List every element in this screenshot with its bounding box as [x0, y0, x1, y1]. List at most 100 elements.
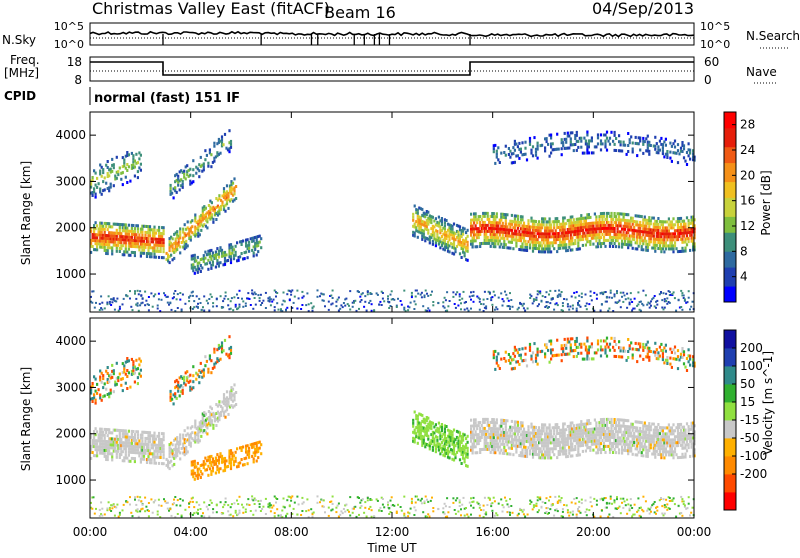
power-cell: [335, 301, 337, 303]
velocity-cell: [244, 463, 246, 466]
velocity-cell: [221, 344, 223, 347]
velocity-cell: [143, 458, 145, 461]
velocity-cell: [257, 450, 259, 453]
power-cell: [191, 225, 193, 228]
power-cell: [194, 217, 196, 220]
power-cell: [495, 306, 497, 308]
power-cell: [177, 184, 179, 187]
power-cell: [614, 143, 616, 146]
power-cell: [642, 143, 644, 146]
power-cell: [313, 306, 315, 308]
velocity-cell: [137, 367, 139, 370]
power-cell: [659, 149, 661, 152]
power-cell: [228, 150, 230, 153]
velocity-cell: [210, 371, 212, 374]
power-cell: [665, 241, 667, 244]
velocity-cell: [163, 438, 165, 441]
power-cell: [413, 300, 415, 302]
power-cell: [499, 240, 501, 243]
power-cell: [446, 291, 448, 293]
velocity-cell: [453, 450, 455, 453]
power-cell: [568, 135, 570, 138]
power-cell: [595, 215, 597, 218]
velocity-cell: [473, 427, 475, 430]
power-cell: [583, 137, 585, 140]
power-cell: [615, 137, 617, 140]
power-cell: [644, 216, 646, 219]
power-cell: [96, 224, 98, 227]
power-cell: [179, 227, 181, 230]
power-cell: [467, 250, 469, 253]
power-cell: [650, 237, 652, 240]
power-cell: [544, 217, 546, 220]
power-cell: [612, 218, 614, 221]
velocity-cell: [496, 418, 498, 421]
velocity-cell: [260, 452, 262, 455]
velocity-cell: [176, 454, 178, 457]
power-cell: [518, 224, 520, 227]
power-cell: [544, 149, 546, 152]
power-cell: [496, 156, 498, 159]
power-cell: [506, 225, 508, 228]
power-cell: [257, 294, 259, 296]
power-cell: [137, 305, 139, 307]
power-cell: [493, 212, 495, 215]
power-cell: [558, 220, 560, 223]
power-cell: [478, 236, 480, 239]
power-cell: [565, 246, 567, 249]
power-cell: [218, 253, 220, 256]
power-cell: [212, 221, 214, 224]
velocity-cell: [473, 436, 475, 439]
power-cell: [493, 291, 495, 293]
power-cell: [485, 227, 487, 230]
power-cell: [663, 250, 665, 253]
power-cell: [212, 260, 214, 263]
power-cell: [632, 142, 634, 145]
power-cell: [119, 226, 121, 229]
power-cell: [176, 191, 178, 194]
power-cell: [505, 145, 507, 148]
power-cell: [464, 254, 466, 257]
power-cell: [688, 237, 690, 240]
power-cell: [102, 168, 104, 171]
power-cell: [547, 238, 549, 241]
power-cell: [95, 193, 97, 196]
power-cell: [242, 300, 244, 302]
power-cell: [197, 229, 199, 232]
power-cell: [580, 220, 582, 223]
power-cell: [541, 244, 543, 247]
power-cell: [120, 232, 122, 235]
power-cell: [206, 300, 208, 302]
power-cell: [645, 240, 647, 243]
power-colorbar-tick-label: 28: [740, 118, 755, 132]
power-cell: [547, 143, 549, 146]
velocity-cell: [150, 461, 152, 464]
velocity-cell: [192, 380, 194, 383]
power-cell: [207, 302, 209, 304]
power-cell: [686, 216, 688, 219]
power-cell: [675, 247, 677, 250]
power-cell: [538, 303, 540, 305]
power-cell: [417, 236, 419, 239]
power-cell: [344, 305, 346, 307]
power-cell: [276, 292, 278, 294]
velocity-cell: [248, 447, 250, 450]
velocity-cell: [464, 460, 466, 463]
power-cell: [500, 292, 502, 294]
power-cell: [142, 302, 144, 304]
velocity-cell: [107, 458, 109, 461]
power-cell: [93, 230, 95, 233]
power-cell: [444, 227, 446, 230]
power-cell: [218, 265, 220, 268]
velocity-cell: [176, 436, 178, 439]
power-cell: [657, 223, 659, 226]
power-cell: [571, 215, 573, 218]
power-cell: [126, 169, 128, 172]
power-cell: [198, 298, 200, 300]
velocity-cell: [131, 442, 133, 445]
velocity-cell: [209, 354, 211, 357]
power-cell: [144, 246, 146, 249]
power-cell: [645, 137, 647, 140]
power-cell: [447, 305, 449, 307]
